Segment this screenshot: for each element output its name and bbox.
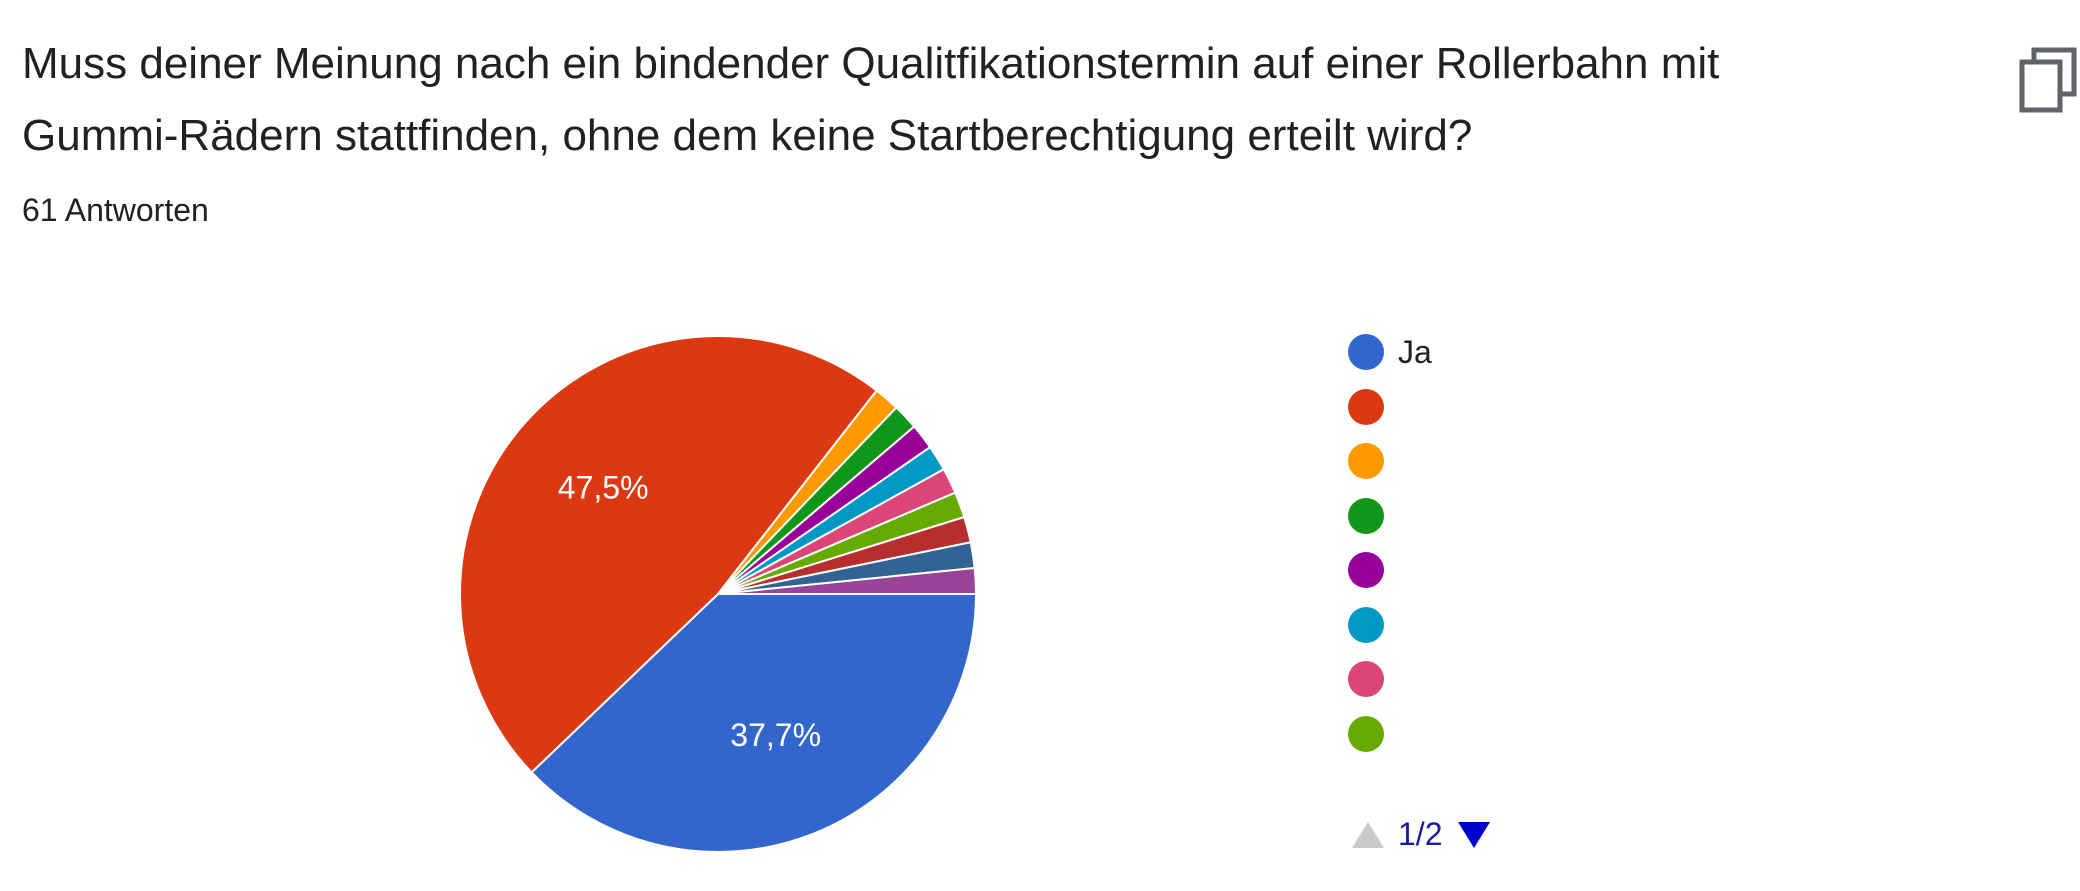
answers-count: 61 Antworten xyxy=(22,192,209,228)
legend-label-0: Ja xyxy=(1398,333,1432,370)
copy-button[interactable] xyxy=(2016,44,2080,116)
pie-slice-label-0: 37,7% xyxy=(730,717,821,753)
question-line-2: Gummi-Rädern stattfinden, ohne dem keine… xyxy=(22,111,1473,160)
legend-item-5 xyxy=(1348,605,1384,645)
legend-swatch-7 xyxy=(1348,715,1384,752)
legend-item-4 xyxy=(1348,550,1384,590)
legend-swatch-5 xyxy=(1348,606,1384,643)
pie-slice-0 xyxy=(530,593,978,853)
triangle-down-icon[interactable] xyxy=(1454,814,1494,854)
triangle-up-icon[interactable] xyxy=(1348,814,1388,854)
question-line-1: Muss deiner Meinung nach ein bindender Q… xyxy=(22,39,1720,88)
legend-swatch-4 xyxy=(1348,552,1384,588)
pie-chart: 37,7% 47,5% xyxy=(459,335,978,853)
legend-item-7 xyxy=(1348,714,1384,754)
legend-item-0: Ja xyxy=(1348,332,1432,372)
legend-item-1 xyxy=(1348,387,1384,427)
pager-text: 1/2 xyxy=(1398,815,1443,852)
question-title: Muss deiner Meinung nach ein bindender Q… xyxy=(22,28,1922,172)
pie-slice-label-1: 47,5% xyxy=(558,470,649,506)
legend-swatch-3 xyxy=(1348,497,1384,534)
legend-swatch-0 xyxy=(1348,334,1384,370)
pie-slice-10 xyxy=(717,566,978,595)
legend-item-3 xyxy=(1348,496,1384,536)
legend-item-2 xyxy=(1348,441,1384,481)
legend-pager: 1/2 xyxy=(1348,812,1494,856)
legend-swatch-1 xyxy=(1348,388,1384,425)
legend-swatch-2 xyxy=(1348,443,1384,479)
legend-swatch-6 xyxy=(1348,661,1384,697)
pie-slice-1 xyxy=(459,335,879,774)
legend-item-6 xyxy=(1348,659,1384,699)
copy-icon xyxy=(2019,47,2077,113)
